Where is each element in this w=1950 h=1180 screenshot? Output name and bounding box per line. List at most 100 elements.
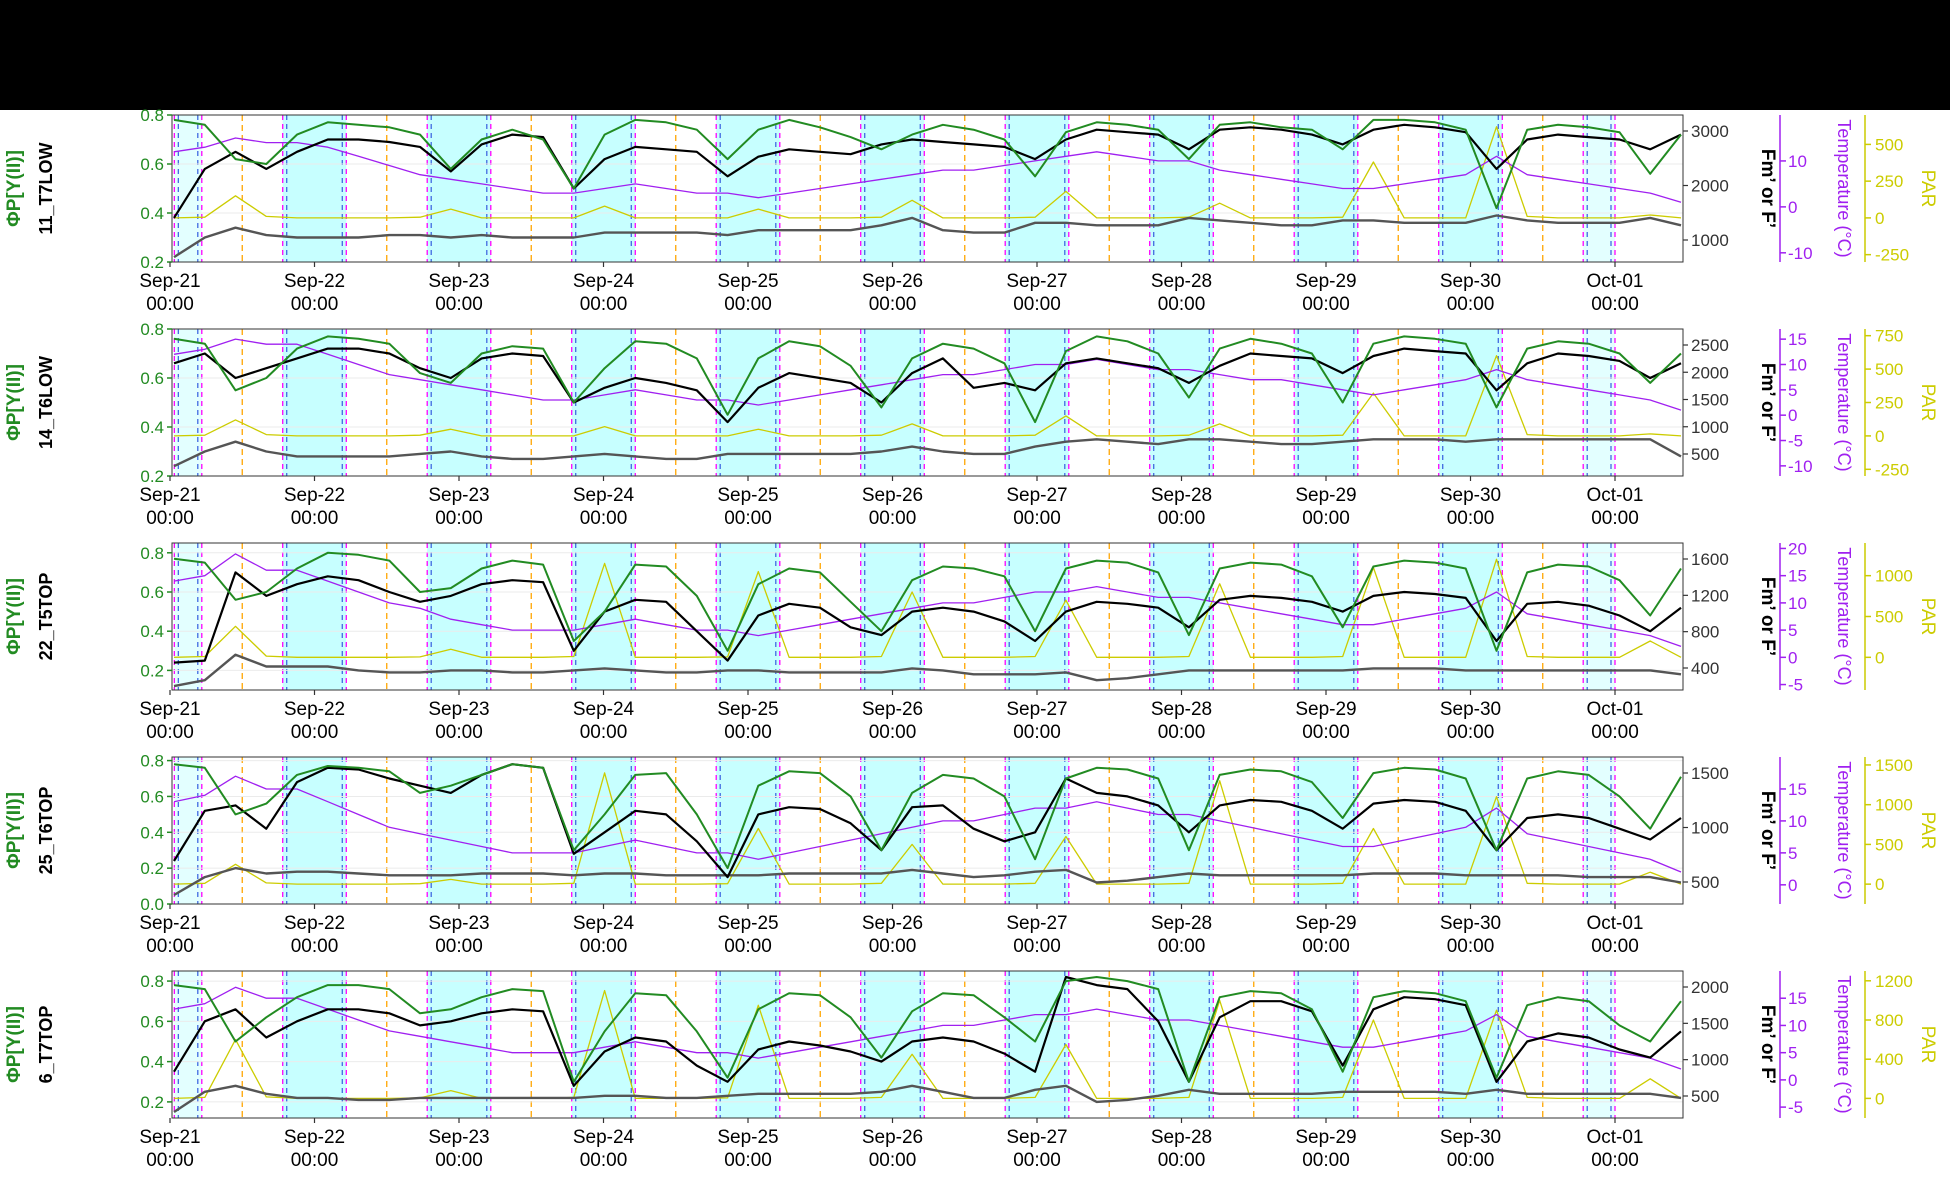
x-axis-tick-label-time: 00:00 [1158, 1150, 1206, 1171]
x-axis-tick-label-date: Sep-24 [573, 913, 635, 934]
x-axis-tick-label-date: Sep-26 [862, 913, 923, 934]
left-axis-tick-label: 0.8 [140, 320, 164, 339]
fm-axis-tick-label: 1500 [1691, 391, 1729, 410]
x-axis-tick-label-time: 00:00 [1591, 936, 1639, 957]
temperature-axis-tick-label: -10 [1788, 457, 1813, 476]
fm-axis-tick-label: 500 [1691, 1087, 1719, 1106]
panel-6_T7TOP: 0.20.40.60.8ΦP[Y(II)] 6_T7TOP500100015002… [4, 970, 1938, 1171]
temperature-axis-tick-label: 0 [1788, 876, 1797, 895]
night-band [1294, 329, 1358, 476]
x-axis-tick-label-date: Sep-28 [1151, 913, 1212, 934]
fm-axis-tick-label: 500 [1691, 445, 1719, 464]
series-line-f [173, 866, 1682, 897]
temperature-axis-tick-label: 0 [1788, 406, 1797, 425]
temperature-axis-tick-label: 10 [1788, 152, 1807, 171]
x-axis-tick-label-time: 00:00 [1302, 294, 1350, 315]
x-axis-tick-label-time: 00:00 [146, 722, 194, 743]
fm-axis-tick-label: 3000 [1691, 122, 1729, 141]
x-axis-tick-label-date: Sep-30 [1440, 271, 1501, 292]
x-axis-tick-label-date: Sep-22 [284, 699, 345, 720]
night-band [1149, 329, 1214, 476]
night-band [571, 757, 636, 904]
x-axis-tick-label-time: 00:00 [1158, 508, 1206, 529]
left-axis-tick-label: 0.2 [140, 859, 164, 878]
x-axis-tick-label-time: 00:00 [1591, 294, 1639, 315]
x-axis-tick-label-time: 00:00 [1013, 936, 1061, 957]
night-band [571, 329, 636, 476]
x-axis-tick-label-time: 00:00 [1591, 722, 1639, 743]
series-line-phip [173, 335, 1682, 424]
series-line-phip [173, 551, 1682, 652]
series-line-par [173, 558, 1682, 658]
fm-axis-tick-label: 2000 [1691, 978, 1729, 997]
x-axis-tick-label-time: 00:00 [580, 508, 628, 529]
temperature-axis-title: Temperature (°C) [1834, 333, 1854, 471]
x-axis-tick-label-date: Sep-30 [1440, 485, 1501, 506]
panel-25_T6TOP: 0.00.20.40.60.8ΦP[Y(II)] 25_T6TOP50010001… [4, 752, 1938, 957]
x-axis-tick-label-date: Sep-30 [1440, 913, 1501, 934]
x-axis-tick-label-time: 00:00 [291, 936, 339, 957]
temperature-axis-tick-label: 0 [1788, 648, 1797, 667]
x-axis-tick-label-date: Sep-29 [1295, 1127, 1356, 1148]
temperature-axis-tick-label: 15 [1788, 330, 1807, 349]
series-line-par [173, 772, 1682, 885]
fm-axis-tick-label: 1200 [1691, 586, 1729, 605]
temperature-axis-tick-label: 10 [1788, 594, 1807, 613]
series-line-fm [173, 975, 1682, 1087]
x-axis-tick-label-time: 00:00 [1302, 508, 1350, 529]
x-axis-tick-label-time: 00:00 [291, 722, 339, 743]
temperature-axis-tick-label: -5 [1788, 432, 1803, 451]
x-axis-tick-label-date: Sep-21 [139, 913, 200, 934]
panel-border [171, 756, 1684, 905]
panel-border [171, 114, 1684, 263]
x-axis-tick-label-date: Sep-22 [284, 271, 345, 292]
temperature-axis-tick-label: 10 [1788, 1016, 1807, 1035]
temperature-axis-tick-label: 0 [1788, 198, 1797, 217]
x-axis-tick-label-date: Oct-01 [1586, 1127, 1643, 1148]
fm-axis-tick-label: 2000 [1691, 363, 1729, 382]
series-line-par [173, 989, 1682, 1100]
left-axis-tick-label: 0.4 [140, 418, 164, 437]
x-axis-tick-label-time: 00:00 [869, 722, 917, 743]
night-band [1005, 115, 1069, 262]
fm-axis-title: Fm’ or F’ [1757, 363, 1778, 442]
x-axis-tick-label-date: Sep-27 [1006, 485, 1067, 506]
par-axis-tick-label: 0 [1875, 427, 1884, 446]
x-axis-tick-label-time: 00:00 [146, 294, 194, 315]
night-band [282, 115, 347, 262]
fm-axis-title: Fm’ or F’ [1757, 577, 1778, 656]
night-band [282, 757, 347, 904]
x-axis-tick-label-date: Sep-24 [573, 1127, 635, 1148]
x-axis-tick-label-date: Sep-22 [284, 913, 345, 934]
x-axis-tick-label-date: Sep-28 [1151, 1127, 1212, 1148]
x-axis-tick-label-date: Sep-23 [428, 699, 489, 720]
night-band [427, 543, 491, 690]
left-axis-tick-label: 0.0 [140, 895, 164, 914]
par-axis-tick-label: 500 [1875, 360, 1903, 379]
night-band [282, 329, 347, 476]
fm-axis-tick-label: 1000 [1691, 231, 1729, 250]
x-axis-tick-label-time: 00:00 [869, 294, 917, 315]
par-axis-tick-label: 500 [1875, 608, 1903, 627]
left-axis-title: ΦP[Y(II)] [4, 150, 25, 227]
night-band [1294, 757, 1358, 904]
x-axis-tick-label-time: 00:00 [1013, 508, 1061, 529]
x-axis-tick-label-time: 00:00 [1447, 722, 1495, 743]
left-axis-title: ΦP[Y(II)] [4, 792, 25, 869]
panel-border [171, 328, 1684, 477]
left-axis-tick-label: 0.4 [140, 823, 164, 842]
x-axis-tick-label-time: 00:00 [435, 722, 483, 743]
panel-id-label: 25_T6TOP [36, 787, 56, 875]
fm-axis-tick-label: 2000 [1691, 177, 1729, 196]
x-axis-tick-label-date: Sep-23 [428, 271, 489, 292]
series-line-f [173, 438, 1682, 468]
par-axis-tick-label: 0 [1875, 648, 1884, 667]
x-axis-tick-label-time: 00:00 [1591, 508, 1639, 529]
night-band [1583, 971, 1615, 1118]
x-axis-tick-label-time: 00:00 [435, 294, 483, 315]
x-axis-tick-label-date: Sep-28 [1151, 699, 1212, 720]
x-axis-tick-label-time: 00:00 [580, 936, 628, 957]
temperature-axis-tick-label: -10 [1788, 244, 1813, 263]
left-axis-tick-label: 0.6 [140, 155, 164, 174]
